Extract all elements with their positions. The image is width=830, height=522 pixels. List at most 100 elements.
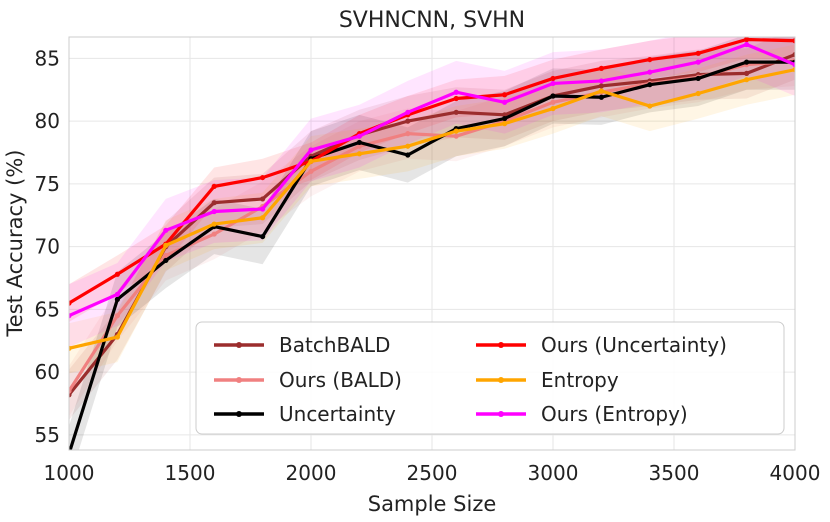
y-tick-label: 85 xyxy=(35,46,60,70)
data-point xyxy=(211,208,217,215)
series-line xyxy=(69,42,795,318)
data-point xyxy=(356,143,362,149)
data-point xyxy=(211,200,217,206)
data-point xyxy=(163,227,169,233)
data-point xyxy=(66,451,71,456)
data-point xyxy=(69,313,72,319)
data-point xyxy=(69,345,72,351)
y-axis-label: Test Accuracy (%) xyxy=(3,150,27,338)
data-point xyxy=(744,70,750,77)
series-line xyxy=(69,68,795,350)
legend-marker xyxy=(498,342,504,348)
y-tick-label: 65 xyxy=(35,297,60,321)
data-point xyxy=(453,128,459,134)
data-point xyxy=(502,99,508,105)
data-point xyxy=(114,291,120,297)
data-point xyxy=(647,82,653,88)
data-point xyxy=(792,51,795,58)
x-tick-labels: 1000 1500 2000 2500 3000 3500 4000 xyxy=(44,461,821,485)
x-tick-label: 2000 xyxy=(286,461,337,485)
data-point xyxy=(260,206,266,212)
x-tick-label: 1500 xyxy=(165,461,216,485)
data-point xyxy=(598,94,605,100)
data-point xyxy=(550,75,556,82)
y-tick-label: 70 xyxy=(35,235,60,259)
data-point xyxy=(502,92,508,98)
x-axis-label: Sample Size xyxy=(368,492,497,516)
data-point xyxy=(744,37,750,43)
data-point xyxy=(114,271,120,277)
data-point xyxy=(211,183,217,189)
data-point xyxy=(598,65,605,71)
plot-frame xyxy=(68,36,796,451)
legend-marker xyxy=(236,377,242,383)
data-point xyxy=(550,80,556,87)
series-band xyxy=(69,37,795,450)
legend-label: Uncertainty xyxy=(279,402,396,426)
y-tick-label: 75 xyxy=(35,172,60,196)
y-tick-label: 80 xyxy=(35,109,60,133)
legend: BatchBALD Ours (BALD) Uncertainty Ours (Unc… xyxy=(195,321,785,435)
data-point xyxy=(308,158,314,164)
data-point xyxy=(502,112,508,118)
legend-box xyxy=(195,321,785,435)
legend-label: BatchBALD xyxy=(279,333,390,357)
x-tick-label: 3500 xyxy=(649,461,700,485)
series-line xyxy=(69,53,795,396)
data-point xyxy=(453,133,459,139)
data-point xyxy=(356,133,362,139)
legend-marker xyxy=(498,377,504,383)
data-point xyxy=(453,89,459,95)
data-point xyxy=(260,215,266,221)
y-tick-labels: 55 60 65 70 75 80 85 xyxy=(35,46,60,447)
chart-title: SVHNCNN, SVHN xyxy=(339,8,525,33)
series-band xyxy=(69,37,795,322)
data-point xyxy=(356,139,362,146)
legend-label: Ours (BALD) xyxy=(279,368,402,392)
x-tick-label: 4000 xyxy=(770,461,821,485)
series-line xyxy=(69,37,795,305)
data-point xyxy=(405,143,411,149)
data-point xyxy=(550,93,556,99)
series-band xyxy=(69,37,795,348)
legend-label: Entropy xyxy=(541,368,619,392)
data-point xyxy=(308,147,314,153)
data-point xyxy=(744,59,750,65)
legend-marker xyxy=(498,411,504,417)
data-point xyxy=(792,67,795,73)
data-point xyxy=(163,252,169,259)
data-point xyxy=(260,174,266,181)
data-point xyxy=(405,118,411,124)
data-point xyxy=(647,103,653,109)
data-point xyxy=(695,59,701,65)
data-point xyxy=(647,69,653,75)
data-point xyxy=(114,334,120,340)
y-tick-label: 55 xyxy=(35,423,60,447)
data-point xyxy=(69,388,72,394)
data-point xyxy=(647,56,653,63)
data-point xyxy=(211,221,217,227)
legend-label: Ours (Uncertainty) xyxy=(541,333,727,357)
x-tick-label: 2500 xyxy=(407,461,458,485)
data-point xyxy=(792,62,795,68)
series-line xyxy=(69,60,795,450)
data-point xyxy=(69,300,72,306)
data-point xyxy=(695,90,701,97)
y-tick-label: 60 xyxy=(35,360,60,384)
data-point xyxy=(405,131,411,137)
data-point xyxy=(598,88,605,94)
data-point xyxy=(453,109,459,115)
data-point xyxy=(260,233,266,240)
data-point xyxy=(695,75,701,82)
data-point xyxy=(163,242,169,248)
data-point xyxy=(502,115,508,122)
data-point xyxy=(744,77,750,83)
legend-marker xyxy=(236,411,242,417)
data-point xyxy=(114,313,120,319)
data-point xyxy=(502,121,508,127)
data-point xyxy=(405,152,411,158)
x-tick-label: 3000 xyxy=(528,461,579,485)
data-point xyxy=(356,151,362,157)
legend-marker xyxy=(236,342,242,348)
